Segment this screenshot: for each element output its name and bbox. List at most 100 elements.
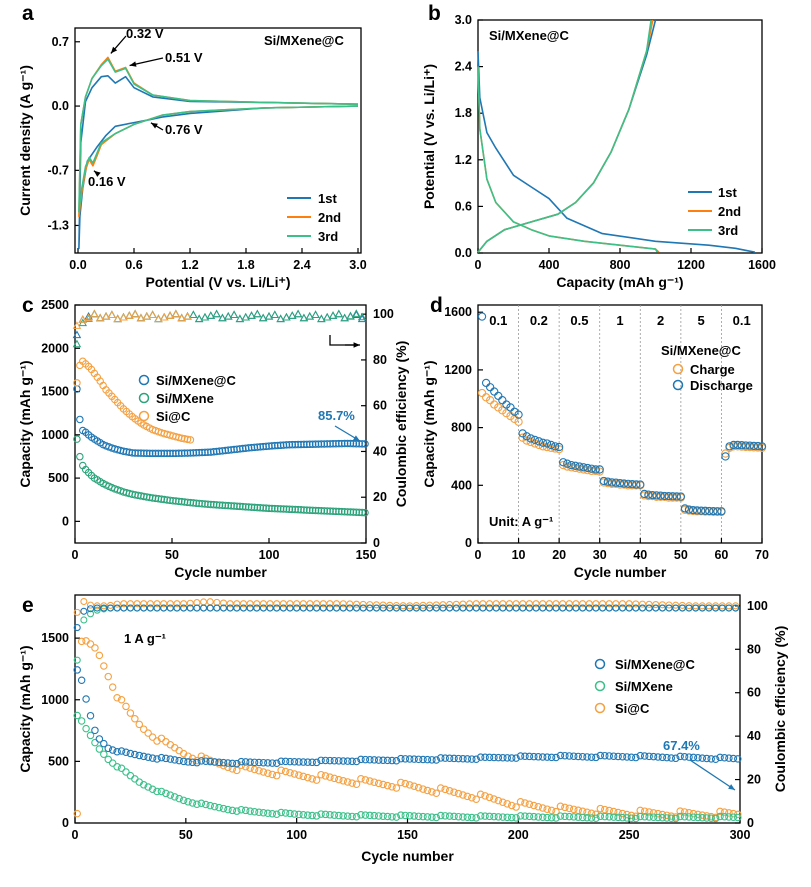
panel-c-capacity-point-1: [352, 439, 361, 448]
panel-e-capacity-point-2: [162, 789, 170, 798]
panel-c-capacity-point-1: [361, 440, 369, 448]
panel-e-ce-point-1: [206, 604, 214, 612]
panel-d-point-discharge: [559, 458, 568, 467]
panel-e-capacity-point-2: [401, 811, 410, 820]
panel-c-y2tick-label: 0: [373, 536, 380, 550]
panel-e-ce-point-3: [652, 601, 660, 609]
panel-c-ce-point-3: [154, 314, 163, 323]
panel-e-capacity-point-2: [237, 805, 246, 814]
panel-c-frame: [74, 304, 367, 544]
panel-d-point-discharge: [546, 440, 556, 450]
panel-e-capacity-point-1: [618, 752, 627, 761]
panel-e-capacity-point-1: [135, 751, 144, 760]
panel-e-capacity-point-3: [246, 764, 254, 772]
panel-e-capacity-point-2: [592, 814, 600, 823]
panel-e-capacity-point-3: [401, 779, 410, 788]
panel-e-capacity-point-3: [716, 807, 724, 816]
panel-e-ce-point-3: [299, 600, 307, 608]
panel-c-capacity-point-2: [308, 506, 317, 515]
panel-d-point-charge: [559, 460, 568, 470]
panel-e-legend-marker: [594, 680, 606, 692]
panel-e-capacity-point-3: [410, 782, 418, 791]
panel-e-legend-label: Si/MXene@C: [615, 657, 695, 672]
panel-e-capacity-point-3: [587, 809, 596, 818]
panel-e-capacity-point-3: [441, 785, 449, 794]
panel-e-capacity-point-2: [379, 812, 387, 820]
panel-d-legend-marker: [672, 363, 684, 375]
panel-d-rate-label: 5: [698, 313, 705, 328]
panel-c-xtick-label: 150: [356, 548, 377, 562]
panel-e-capacity-point-1: [428, 756, 436, 764]
panel-d-point-discharge: [640, 489, 649, 499]
panel-c-ce-point-2: [235, 314, 245, 323]
panel-d-point-discharge: [591, 465, 600, 474]
panel-e-capacity-point-2: [468, 813, 476, 822]
panel-c-capacity-point-1: [276, 441, 285, 450]
panel-d-unit-label: Unit: A g⁻¹: [489, 514, 553, 529]
panel-e-capacity-point-2: [259, 809, 268, 817]
panel-e-xtick-label: 100: [286, 828, 307, 842]
panel-e-capacity-point-2: [601, 812, 609, 821]
panel-e-capacity-point-3: [512, 803, 520, 811]
panel-e-capacity-point-1: [153, 755, 161, 763]
panel-e-capacity-point-2: [157, 787, 166, 796]
panel-c-capacity-point-1: [253, 443, 262, 451]
panel-e-ce-point-1: [712, 604, 720, 612]
panel-e-capacity-point-1: [499, 753, 507, 762]
panel-e-ce-point-3: [180, 600, 188, 608]
panel-e-ce-point-1: [319, 604, 327, 612]
panel-e-y2tick-label: 100: [747, 599, 768, 613]
panel-d-xtick-label: 10: [512, 548, 526, 562]
panel-e-capacity-point-2: [277, 808, 285, 817]
panel-e-capacity-point-2: [264, 809, 272, 818]
panel-c-capacity-point-2: [361, 508, 369, 517]
panel-e-capacity-point-1: [317, 756, 325, 765]
panel-e-ce-point-3: [692, 602, 700, 610]
panel-a-xtick-label: 2.4: [293, 258, 310, 272]
panel-d-point-discharge: [737, 441, 746, 450]
panel-c-capacity-point-1: [279, 441, 288, 449]
panel-c-capacity-point-2: [337, 507, 346, 516]
panel-e-capacity-point-2: [317, 810, 325, 818]
panel-e-capacity-point-2: [335, 811, 343, 820]
panel-e-ce-point-3: [565, 600, 573, 608]
panel-e-capacity-point-2: [352, 812, 361, 821]
panel-e-capacity-point-2: [392, 813, 401, 821]
panel-e-capacity-point-2: [432, 813, 441, 822]
panel-a-legend-label: 2nd: [318, 210, 341, 225]
panel-e-legend-label: Si/MXene: [615, 679, 673, 694]
panel-e-capacity-point-1: [122, 748, 130, 757]
panel-e-ce-point-1: [652, 604, 660, 612]
panel-e-capacity-point-2: [596, 812, 605, 821]
panel-e-capacity-point-2: [330, 811, 339, 819]
panel-e-ce-point-3: [133, 600, 141, 608]
panel-e-ce-point-1: [160, 604, 168, 612]
panel-c-capacity-point-2: [276, 505, 285, 513]
panel-e-capacity-point-2: [343, 812, 352, 820]
panel-c-capacity-point-2: [192, 499, 201, 507]
panel-e-capacity-point-2: [459, 813, 467, 821]
panel-d-point-discharge: [514, 410, 523, 419]
panel-c-capacity-point-2: [224, 501, 233, 510]
panel-e-capacity-point-1: [299, 758, 308, 766]
panel-a-ytick-label: 0.7: [52, 35, 69, 49]
panel-e-capacity-point-2: [419, 812, 427, 821]
panel-b-xtick-label: 1200: [677, 258, 705, 272]
panel-e-capacity-point-2: [565, 812, 574, 821]
panel-e-capacity-point-1: [490, 753, 498, 762]
panel-e-ce-point-3: [359, 600, 367, 608]
panel-c-capacity-point-1: [300, 440, 308, 449]
panel-c-capacity-point-2: [352, 508, 361, 517]
panel-e-y2tick-label: 40: [747, 729, 761, 743]
panel-e-capacity-point-2: [658, 813, 667, 822]
panel-e-capacity-point-2: [312, 812, 321, 820]
panel-c-ce-point-3: [90, 309, 99, 318]
panel-e-capacity-point-2: [494, 813, 503, 821]
panel-e-capacity-point-2: [707, 814, 715, 822]
panel-e-capacity-point-3: [605, 806, 613, 815]
panel-e-y2tick-label: 0: [747, 816, 754, 830]
panel-e-capacity-point-1: [335, 757, 343, 765]
panel-e-capacity-point-1: [312, 758, 321, 767]
panel-e-capacity-point-2: [645, 813, 653, 821]
panel-d-point-discharge: [676, 492, 686, 501]
